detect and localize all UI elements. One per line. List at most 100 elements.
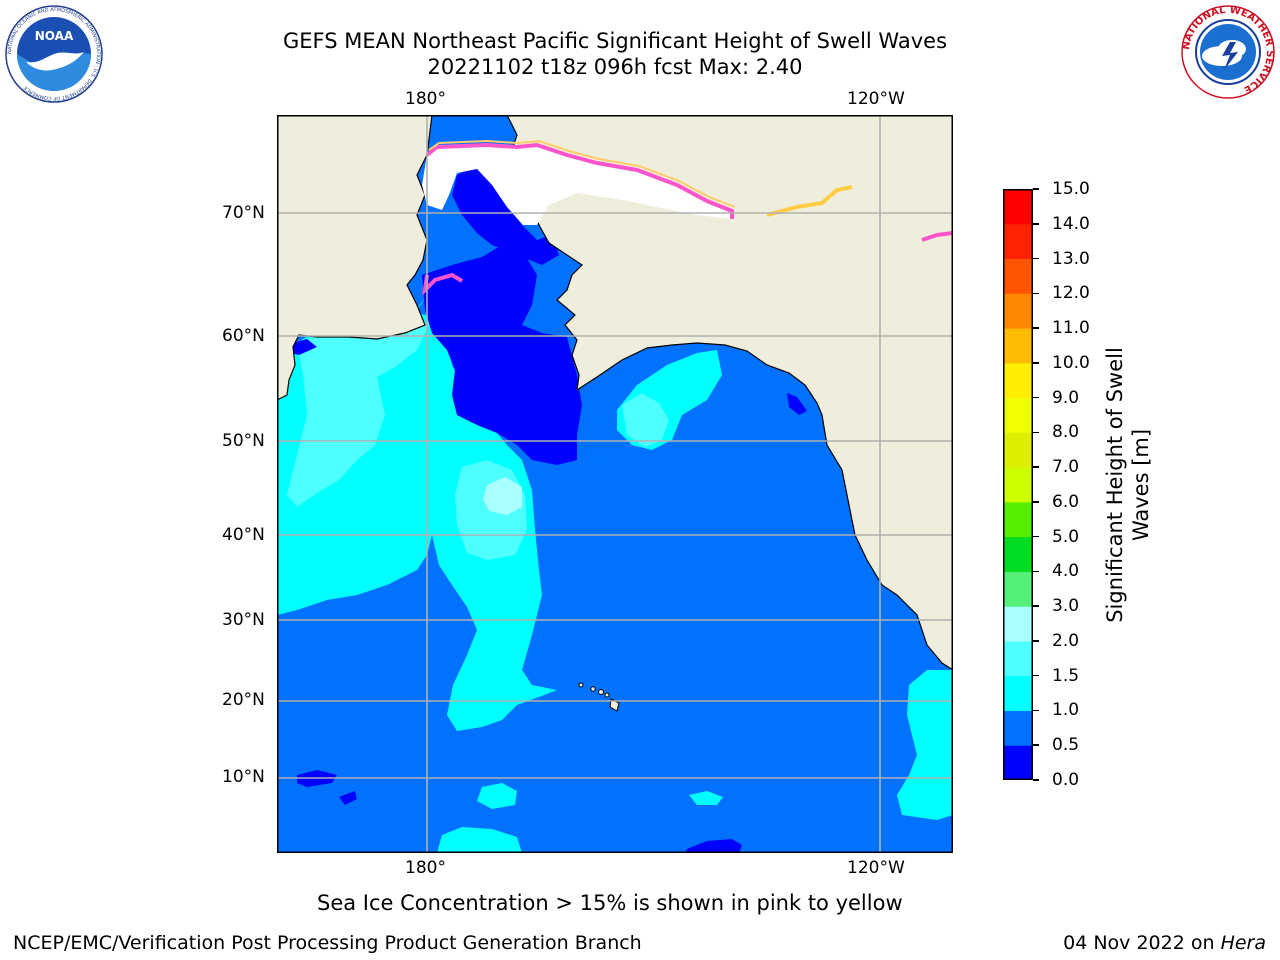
colorbar-tick-mark	[1033, 570, 1039, 573]
map-panel	[276, 114, 954, 853]
colorbar-tick-mark	[1033, 640, 1039, 642]
colorbar-tick-mark	[1033, 292, 1039, 295]
lat-label-70n: 70°N	[222, 203, 265, 223]
swell-region-0p0-south-c	[339, 791, 357, 805]
lat-label-50n: 50°N	[222, 431, 265, 451]
hawaiian-islands	[578, 682, 620, 712]
footer-host: Hera	[1220, 932, 1266, 954]
colorbar-title: Significant Height of Swell Waves [m]	[1102, 347, 1154, 623]
colorbar-bin	[1003, 640, 1033, 677]
swell-region-0p0-bering	[422, 245, 582, 465]
colorbar-tick-mark	[1033, 257, 1039, 260]
colorbar-bin	[1003, 223, 1033, 260]
noaa-logo-text: NOAA	[35, 29, 74, 43]
lon-label-top-180: 180°	[405, 89, 446, 109]
gridlines	[277, 115, 953, 853]
colorbar-tick-mark	[1033, 674, 1039, 677]
colorbar-tick-label: 10.0	[1052, 352, 1090, 373]
sea-ice-edge-north-outer	[428, 139, 736, 208]
sea-ice-edge-north	[425, 142, 734, 219]
map-svg	[276, 114, 954, 853]
colorbar-title-line2: Waves [m]	[1129, 428, 1153, 542]
colorbar-tick-label: 4.0	[1052, 561, 1080, 582]
colorbar-tick-label: 1.5	[1052, 665, 1080, 686]
colorbar-tick-mark	[1033, 709, 1039, 712]
colorbar-bin	[1003, 397, 1033, 433]
sea-ice-note: Sea Ice Concentration > 15% is shown in …	[317, 891, 903, 915]
colorbar-tick-label: 5.0	[1052, 526, 1080, 547]
sea-ice	[422, 145, 732, 225]
chart-subtitle: 20221102 t18z 096h fcst Max: 2.40	[427, 55, 803, 79]
swell-region-0p0-south-b	[685, 839, 742, 853]
colorbar-bin	[1003, 536, 1033, 572]
colorbar-bin	[1003, 432, 1033, 468]
colorbar-tick-mark	[1033, 327, 1039, 329]
swell-region-1p0-south-a	[437, 827, 522, 853]
colorbar-tick-label: 7.0	[1052, 457, 1080, 478]
colorbar-tick-mark	[1033, 466, 1039, 468]
nws-logo: NATIONAL WEATHER SERVICE	[1180, 4, 1276, 100]
swell-region-1p5-west	[287, 315, 429, 507]
swell-region-0p0-alaska-coast	[787, 393, 807, 415]
colorbar-tick-mark	[1033, 501, 1039, 503]
colorbar-bin	[1003, 467, 1033, 503]
colorbar-tick-mark	[1033, 535, 1039, 538]
colorbar-bin	[1003, 745, 1033, 781]
map-border	[277, 115, 953, 853]
swell-region-1p0-east	[897, 670, 953, 820]
colorbar-tick-mark	[1033, 396, 1039, 399]
colorbar-tick-label: 6.0	[1052, 491, 1080, 512]
colorbar-bin	[1003, 362, 1033, 399]
sea-ice-edge-bering	[422, 272, 464, 296]
colorbar-tick-mark	[1033, 188, 1039, 190]
footer-date-value: 04 Nov 2022	[1063, 932, 1185, 954]
lat-label-10n: 10°N	[222, 767, 265, 787]
swell-region-0p0-chukchi	[452, 165, 559, 265]
footer-on: on	[1184, 932, 1221, 954]
colorbar-bin	[1003, 189, 1033, 225]
colorbar-tick-label: 2.0	[1052, 630, 1080, 651]
colorbar-tick-mark	[1033, 362, 1039, 364]
swell-region-0p0-west-coast	[291, 339, 317, 355]
footer-date: 04 Nov 2022 on Hera	[1063, 932, 1266, 954]
lat-label-40n: 40°N	[222, 525, 265, 545]
colorbar-svg	[1003, 189, 1033, 781]
colorbar-bin	[1003, 293, 1033, 329]
colorbar-border	[1003, 189, 1033, 780]
swell-region-2p0	[483, 477, 522, 515]
lon-label-top-120w: 120°W	[847, 89, 905, 109]
noaa-logo: NOAA NATIONAL OCEANIC AND ATMOSPHERIC AD…	[4, 4, 104, 104]
colorbar-tick-label: 9.0	[1052, 387, 1080, 408]
colorbar-tick-label: 11.0	[1052, 318, 1090, 339]
sea-ice-edge-arctic-islands	[766, 185, 853, 217]
colorbar-bin	[1003, 258, 1033, 294]
colorbar-tick-label: 3.0	[1052, 596, 1080, 617]
swell-region-1p0-south-c	[477, 783, 517, 809]
colorbar-tick-mark	[1033, 223, 1039, 225]
colorbar-tick-mark	[1033, 605, 1039, 607]
colorbar-tick-label: 0.5	[1052, 735, 1080, 756]
swell-region-1p5-gulf	[622, 393, 669, 447]
colorbar-bin	[1003, 571, 1033, 607]
colorbar-tick-label: 12.0	[1052, 283, 1090, 304]
colorbar-bin	[1003, 606, 1033, 642]
colorbar-bin	[1003, 675, 1033, 711]
chart-title: GEFS MEAN Northeast Pacific Significant …	[282, 29, 948, 53]
colorbar-tick-label: 1.0	[1052, 700, 1080, 721]
colorbar-tick-label: 13.0	[1052, 248, 1090, 269]
colorbar-bin	[1003, 501, 1033, 538]
swell-region-1p0-south-b	[689, 791, 723, 805]
colorbar	[1003, 189, 1033, 781]
colorbar-tick-label: 0.0	[1052, 770, 1080, 790]
colorbar-tick-mark	[1033, 744, 1039, 746]
lat-label-60n: 60°N	[222, 326, 265, 346]
footer-credit: NCEP/EMC/Verification Post Processing Pr…	[13, 932, 642, 954]
colorbar-tick-mark	[1033, 779, 1039, 781]
colorbar-tick-label: 15.0	[1052, 179, 1090, 199]
colorbar-bin	[1003, 328, 1033, 364]
colorbar-title-line1: Significant Height of Swell	[1103, 347, 1127, 623]
sea-ice-edge-east	[921, 231, 954, 242]
colorbar-tick-label: 14.0	[1052, 213, 1090, 234]
colorbar-bin	[1003, 710, 1033, 746]
lon-label-bottom-120w: 120°W	[847, 858, 905, 878]
